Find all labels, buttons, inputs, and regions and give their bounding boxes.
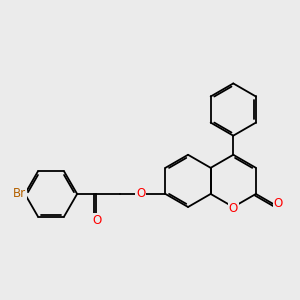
Text: O: O [229, 202, 238, 215]
Text: O: O [274, 197, 283, 210]
Text: O: O [92, 214, 101, 227]
Text: Br: Br [13, 188, 26, 200]
Text: O: O [136, 188, 145, 200]
